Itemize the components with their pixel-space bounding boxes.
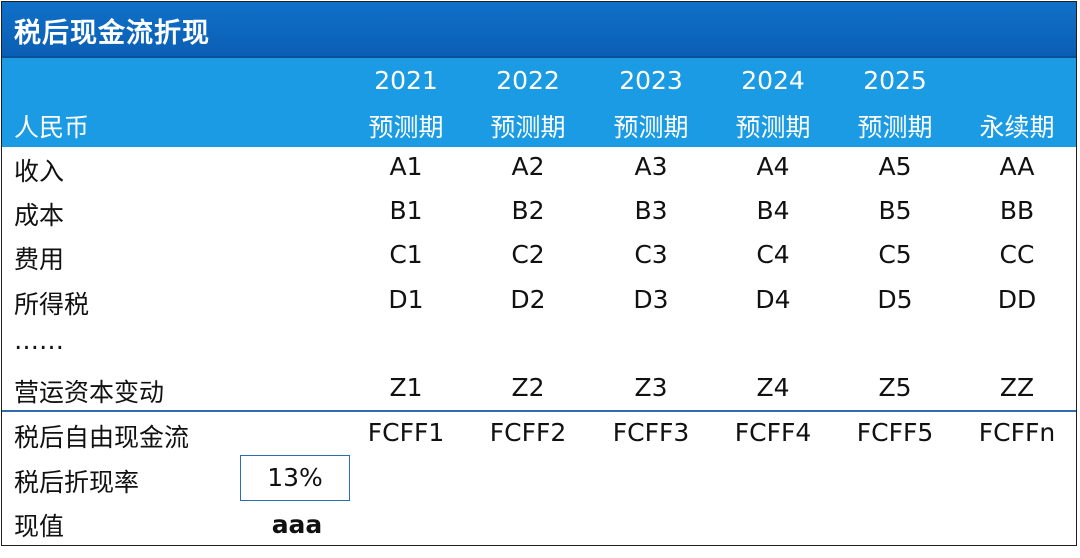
currency-label: 人民币: [14, 113, 90, 142]
cell: ZZ: [999, 373, 1035, 402]
row-label: 所得税: [14, 290, 90, 319]
section-divider: [2, 410, 1076, 412]
cell: C1: [389, 240, 423, 269]
row-label: 税后折现率: [14, 468, 140, 497]
cell: D4: [755, 285, 791, 314]
table-title: 税后现金流折现: [14, 18, 210, 49]
cell: D3: [633, 285, 669, 314]
present-value-cell: aaa: [271, 510, 323, 539]
row-label: 费用: [14, 245, 65, 274]
header-year-2025: 2025: [863, 66, 927, 95]
cell: B1: [389, 196, 423, 225]
cell: A5: [878, 152, 912, 181]
header-band: 人民币 2021 预测期 2022 预测期 2023 预测期 2024 预测期 …: [2, 58, 1076, 147]
row-label: 现值: [14, 512, 65, 541]
cell: Z5: [878, 373, 912, 402]
table-row-ellipsis: ……: [2, 322, 1076, 366]
cell: FCFF3: [612, 418, 690, 447]
table-row-fcff: 税后自由现金流 FCFF1 FCFF2 FCFF3 FCFF4 FCFF5 FC…: [2, 414, 1076, 458]
table-row-present-value: 现值: [2, 503, 1076, 545]
dcf-table: 税后现金流折现 人民币 2021 预测期 2022 预测期 2023 预测期 2…: [1, 1, 1077, 546]
row-label: 成本: [14, 201, 65, 230]
cell: B2: [511, 196, 545, 225]
cell: FCFF5: [856, 418, 934, 447]
cell: A1: [389, 152, 423, 181]
cell: Z3: [634, 373, 668, 402]
cell: C4: [756, 240, 790, 269]
header-period-2024: 预测期: [735, 113, 811, 142]
cell: A3: [634, 152, 668, 181]
cell: A2: [511, 152, 545, 181]
header-period-2023: 预测期: [613, 113, 689, 142]
header-period-perpetuity: 永续期: [979, 113, 1055, 142]
table-row-revenue: 收入 A1 A2 A3 A4 A5 AA: [2, 148, 1076, 192]
header-year-2021: 2021: [374, 66, 438, 95]
header-year-2024: 2024: [741, 66, 805, 95]
table-row-cost: 成本 B1 B2 B3 B4 B5 BB: [2, 192, 1076, 236]
cell: AA: [999, 152, 1035, 181]
table-row-working-capital: 营运资本变动 Z1 Z2 Z3 Z4 Z5 ZZ: [2, 369, 1076, 413]
cell: D1: [388, 285, 424, 314]
header-period-2022: 预测期: [490, 113, 566, 142]
cell: C2: [511, 240, 545, 269]
cell: CC: [999, 240, 1035, 269]
cell: B4: [756, 196, 790, 225]
cell: B5: [878, 196, 912, 225]
table-row-discount-rate: 税后折现率: [2, 459, 1076, 503]
cell: FCFFn: [978, 418, 1056, 447]
cell: C3: [634, 240, 668, 269]
cell: B3: [634, 196, 668, 225]
cell: BB: [999, 196, 1035, 225]
cell: C5: [878, 240, 912, 269]
row-label: ……: [14, 326, 64, 355]
cell: Z1: [389, 373, 423, 402]
cell: A4: [756, 152, 790, 181]
cell: Z4: [756, 373, 790, 402]
header-year-2023: 2023: [619, 66, 683, 95]
cell: Z2: [511, 373, 545, 402]
row-label: 税后自由现金流: [14, 423, 190, 452]
cell: FCFF1: [367, 418, 445, 447]
title-bar: 税后现金流折现: [2, 2, 1076, 58]
header-year-2022: 2022: [496, 66, 560, 95]
cell: D2: [510, 285, 546, 314]
cell: FCFF2: [489, 418, 567, 447]
table-row-income-tax: 所得税 D1 D2 D3 D4 D5 DD: [2, 281, 1076, 325]
header-period-2025: 预测期: [857, 113, 933, 142]
row-label: 营运资本变动: [14, 378, 165, 407]
discount-rate-cell[interactable]: 13%: [240, 455, 350, 501]
table-row-expense: 费用 C1 C2 C3 C4 C5 CC: [2, 236, 1076, 280]
header-period-2021: 预测期: [368, 113, 444, 142]
cell: FCFF4: [734, 418, 812, 447]
cell: D5: [877, 285, 913, 314]
row-label: 收入: [14, 157, 65, 186]
cell: DD: [997, 285, 1037, 314]
